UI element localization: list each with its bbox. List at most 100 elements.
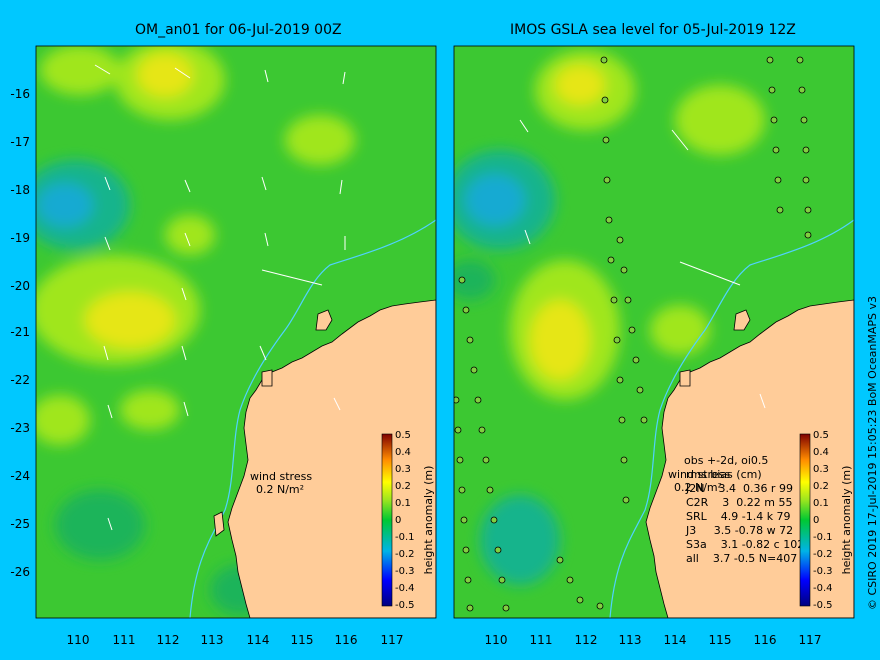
right-panel-title: IMOS GSLA sea level for 05-Jul-2019 12Z (510, 22, 796, 38)
wind-arrow (181, 287, 187, 301)
left-colorbar-label: height anomaly (m) (422, 466, 435, 575)
left-wind-legend-unit: 0.2 N/m² (256, 483, 304, 496)
right-x-axis: 110 111 112 113 114 115 116 117 (485, 633, 822, 647)
right-colorbar-label: height anomaly (m) (840, 466, 853, 575)
colorbar-tick: -0.4 (395, 583, 415, 594)
right-island (733, 309, 751, 331)
y-axis: -16 -17 -18 -19 -20 -21 -22 -23 -24 -25 … (10, 87, 30, 579)
left-island (261, 369, 273, 387)
left-positive-anomaly (85, 292, 175, 348)
right-positive-anomaly (650, 305, 710, 355)
x-tick-label: 117 (799, 633, 822, 647)
statistics-box: obs +-2d, oi0.5 rms bias (cm) J2N 3.4 0.… (684, 454, 804, 565)
left-colorbar: 0.5 0.4 0.3 0.2 0.1 0 -0.1 -0.2 -0.3 -0.… (381, 430, 435, 611)
x-tick-label: 113 (619, 633, 642, 647)
right-wind-legend-unit: 0.2 N/m² (674, 481, 722, 494)
stats-row: C2R 3 0.22 m 55 (686, 496, 793, 509)
colorbar-tick: 0.1 (395, 498, 411, 509)
stats-row: J2N 3.4 0.36 r 99 (685, 482, 793, 495)
track-5 (766, 56, 812, 239)
right-map-panel: wind stress 0.2 N/m² obs +-2d, oi0.5 rms… (454, 46, 854, 618)
colorbar-tick: -0.2 (395, 549, 415, 560)
colorbar-tick: 0.3 (813, 464, 829, 475)
wind-arrow (184, 232, 191, 247)
wind-arrow (107, 404, 113, 419)
credit-text: © CSIRO 2019 17-Jul-2019 15:05:23 BoM Oc… (866, 296, 879, 610)
wind-arrow (103, 345, 109, 361)
left-island (213, 511, 225, 537)
left-wind-legend-label: wind stress (250, 470, 312, 483)
y-tick-label: -23 (10, 421, 30, 435)
stats-header: obs +-2d, oi0.5 (684, 454, 768, 467)
wind-arrow (342, 71, 346, 85)
x-tick-label: 112 (157, 633, 180, 647)
left-positive-anomaly (285, 115, 355, 165)
wind-arrow (184, 179, 191, 193)
left-x-axis: 110 111 112 113 114 115 116 117 (67, 633, 404, 647)
right-wind-legend-label: wind stress (668, 468, 730, 481)
left-panel-frame (35, 45, 437, 619)
track-6 (556, 556, 604, 610)
wind-arrow (181, 345, 187, 361)
stats-row: all 3.7 -0.5 N=407 (686, 552, 797, 565)
left-negative-anomaly (55, 490, 145, 560)
x-tick-label: 115 (709, 633, 732, 647)
left-negative-anomaly (37, 183, 93, 227)
left-positive-anomaly (36, 395, 90, 445)
right-panel-frame (453, 45, 855, 619)
x-tick-label: 110 (67, 633, 90, 647)
y-tick-label: -26 (10, 565, 30, 579)
colorbar-tick: 0 (813, 515, 819, 526)
colorbar-tick: -0.1 (395, 532, 415, 543)
right-negative-anomaly (465, 174, 525, 226)
x-tick-label: 115 (291, 633, 314, 647)
x-tick-label: 114 (664, 633, 687, 647)
left-map-panel: wind stress 0.2 N/m² (36, 46, 436, 618)
altimetry-tracks (454, 56, 812, 612)
colorbar-tick: -0.5 (395, 600, 415, 611)
colorbar-tick: -0.5 (813, 600, 833, 611)
right-positive-anomaly (675, 85, 765, 155)
right-negative-anomaly (454, 260, 495, 300)
colorbar-tick: -0.4 (813, 583, 833, 594)
colorbar-tick: 0.4 (395, 447, 411, 458)
x-tick-label: 110 (485, 633, 508, 647)
wind-arrow (264, 232, 269, 247)
wind-arrow (104, 176, 111, 191)
stats-row: S3a 3.1 -0.82 c 102 (686, 538, 804, 551)
left-positive-anomaly (120, 390, 180, 430)
left-panel-title: OM_an01 for 06-Jul-2019 00Z (135, 22, 342, 38)
left-positive-anomaly (40, 46, 120, 95)
wind-arrow (94, 64, 111, 75)
y-tick-label: -20 (10, 279, 30, 293)
y-tick-label: -19 (10, 231, 30, 245)
wind-arrow (174, 67, 191, 79)
x-tick-label: 116 (335, 633, 358, 647)
wind-arrow (671, 129, 689, 151)
colorbar-tick: 0 (395, 515, 401, 526)
wind-arrow (261, 176, 267, 191)
wind-arrow (107, 517, 113, 531)
wind-arrow (104, 236, 111, 251)
wind-arrow (759, 393, 766, 409)
left-island (315, 309, 333, 331)
track-2 (616, 236, 648, 424)
y-tick-label: -16 (10, 87, 30, 101)
y-tick-label: -22 (10, 373, 30, 387)
stats-subheader: rms bias (cm) (686, 468, 762, 481)
right-island (679, 369, 691, 387)
colorbar-tick: 0.1 (813, 498, 829, 509)
right-colorbar-gradient (799, 433, 811, 607)
wind-arrow (339, 179, 343, 195)
left-positive-anomaly (137, 53, 193, 97)
left-colorbar-gradient (381, 433, 393, 607)
x-tick-label: 111 (113, 633, 136, 647)
colorbar-tick: -0.3 (813, 566, 833, 577)
x-tick-label: 111 (530, 633, 553, 647)
left-anomaly-field (36, 46, 355, 615)
y-tick-label: -21 (10, 325, 30, 339)
y-tick-label: -18 (10, 183, 30, 197)
colorbar-tick: 0.5 (395, 430, 411, 441)
stats-row: J3 3.5 -0.78 w 72 (685, 524, 793, 537)
